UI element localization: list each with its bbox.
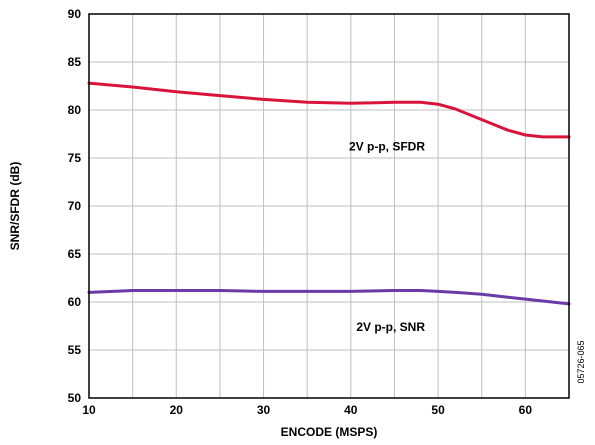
y-tick-label: 90 [68, 7, 82, 21]
figure-code: 05726-065 [576, 340, 586, 383]
x-tick-label: 50 [431, 403, 445, 417]
series-annotation: 2V p-p, SFDR [349, 139, 425, 153]
x-tick-label: 40 [344, 403, 358, 417]
x-tick-label: 10 [82, 403, 96, 417]
x-tick-label: 30 [257, 403, 271, 417]
series-line-1 [87, 289, 571, 306]
y-tick-label: 65 [68, 247, 82, 261]
x-axis-title: ENCODE (MSPS) [281, 425, 378, 439]
y-tick-label: 80 [68, 103, 82, 117]
x-tick-labels: 10 20 30 40 50 60 [82, 403, 532, 417]
x-tick-label: 60 [519, 403, 533, 417]
y-axis-title: SNR/SFDR (dB) [8, 162, 22, 251]
series-line-0 [87, 81, 571, 139]
plot-frame [88, 13, 570, 399]
series-annotation: 2V p-p, SNR [356, 320, 425, 334]
x-tick-label: 20 [170, 403, 184, 417]
y-tick-label: 70 [68, 199, 82, 213]
y-tick-label: 85 [68, 55, 82, 69]
y-tick-label: 75 [68, 151, 82, 165]
y-tick-label: 55 [68, 343, 82, 357]
series-layer [87, 81, 571, 306]
y-tick-labels: 50 55 60 65 70 75 80 85 90 [68, 7, 82, 405]
grid-lines [88, 13, 570, 399]
annotations: 2V p-p, SFDR 2V p-p, SNR [349, 139, 425, 333]
y-tick-label: 50 [68, 391, 82, 405]
y-tick-label: 60 [68, 295, 82, 309]
